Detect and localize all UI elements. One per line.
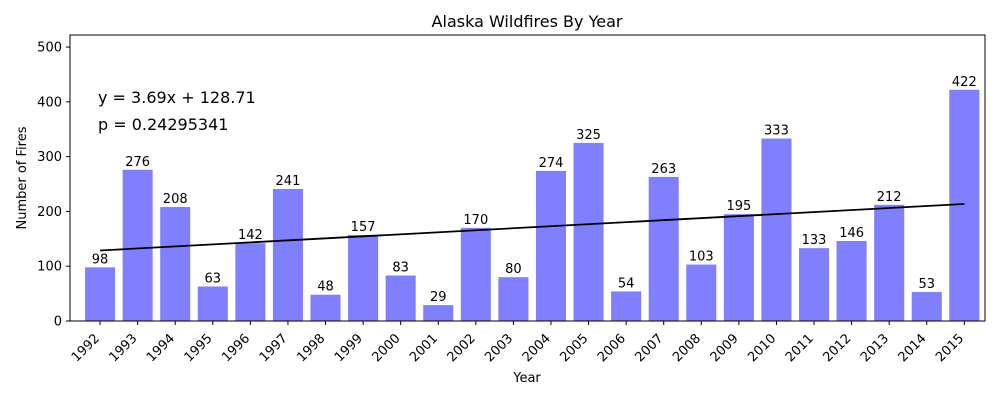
bar-value-label: 422	[952, 75, 977, 90]
x-tick-label: 2003	[482, 331, 516, 365]
bar	[573, 142, 604, 321]
x-tick-label: 2007	[633, 331, 667, 365]
y-tick-label: 0	[54, 315, 62, 330]
x-tick-label: 1994	[144, 331, 178, 365]
bar-value-label: 241	[276, 174, 301, 189]
x-tick-label: 2005	[557, 331, 591, 365]
bar	[235, 243, 266, 321]
bar	[122, 169, 153, 321]
plot-area: 98 1992 276 1993 208 1994 63 1995 142 1996 241 1997…	[37, 34, 986, 365]
bar-value-label: 208	[163, 192, 188, 207]
bar	[723, 214, 754, 321]
equation-annotation: y = 3.69x + 128.71	[98, 88, 256, 107]
bar-value-label: 29	[430, 290, 447, 305]
bar	[348, 234, 379, 321]
x-tick-label: 2014	[896, 331, 930, 365]
bar-value-label: 157	[351, 220, 376, 235]
bar-value-label: 80	[505, 262, 522, 277]
y-tick-label: 300	[37, 150, 62, 165]
x-tick-label: 1993	[106, 331, 140, 365]
bar-value-label: 133	[802, 233, 827, 248]
x-axis-title: Year	[512, 371, 541, 386]
bar	[836, 241, 867, 321]
x-tick-label: 1999	[332, 331, 366, 365]
y-tick-label: 200	[37, 205, 62, 220]
trend-line	[100, 203, 965, 252]
bar-value-label: 333	[764, 124, 789, 139]
bar-value-label: 54	[618, 276, 635, 291]
x-tick-label: 1996	[219, 331, 253, 365]
x-tick-label: 2001	[407, 331, 441, 365]
bar-value-label: 63	[205, 271, 222, 286]
bar	[160, 207, 191, 321]
bar	[460, 227, 491, 321]
bar	[385, 275, 416, 321]
x-tick-label: 2008	[670, 331, 704, 365]
x-tick-label: 2011	[783, 331, 817, 365]
x-tick-label: 1992	[69, 331, 103, 365]
x-tick-label: 2006	[595, 331, 629, 365]
bar-value-label: 325	[576, 128, 601, 143]
bar-value-label: 53	[918, 277, 935, 292]
bar	[272, 188, 303, 321]
x-tick-label: 2002	[445, 331, 479, 365]
bar	[798, 248, 830, 321]
bar	[535, 170, 567, 321]
y-axis-title: Number of Fires	[15, 126, 30, 229]
x-tick-label: 1998	[294, 331, 328, 365]
x-tick-label: 2004	[520, 331, 554, 365]
x-tick-label: 2010	[745, 331, 779, 365]
bar	[911, 291, 942, 321]
x-tick-label: 2013	[858, 331, 892, 365]
bar	[611, 291, 642, 321]
bar-value-label: 142	[238, 228, 263, 243]
p-value-annotation: p = 0.24295341	[98, 115, 228, 134]
x-tick-label: 2009	[708, 331, 742, 365]
bar	[310, 294, 341, 321]
bar-value-label: 146	[839, 226, 864, 241]
y-tick-label: 500	[37, 41, 62, 56]
bar-value-label: 48	[317, 280, 334, 295]
x-tick-label: 2015	[933, 331, 967, 365]
bar-value-label: 195	[726, 199, 751, 214]
bar	[197, 286, 228, 321]
bar-value-label: 83	[392, 261, 409, 276]
x-tick-label: 2000	[369, 331, 403, 365]
bar-value-label: 212	[877, 190, 902, 205]
bar	[648, 176, 679, 321]
bar-value-label: 274	[539, 156, 564, 171]
bar-value-label: 263	[651, 162, 676, 177]
axes-frame	[69, 34, 986, 322]
y-tick-label: 100	[37, 260, 62, 275]
bar	[498, 277, 529, 321]
bar	[686, 264, 717, 321]
bar	[423, 305, 454, 321]
x-tick-label: 2012	[820, 331, 854, 365]
x-tick-label: 1995	[182, 331, 216, 365]
bar	[874, 204, 905, 321]
bar	[85, 267, 116, 321]
x-tick-label: 1997	[257, 331, 291, 365]
bar-value-label: 103	[689, 250, 714, 265]
bar	[761, 138, 792, 321]
y-tick-label: 400	[37, 95, 62, 110]
bar-value-label: 98	[92, 252, 109, 267]
chart-title: Alaska Wildfires By Year	[432, 12, 623, 31]
bar-value-label: 276	[125, 155, 150, 170]
bar-value-label: 170	[463, 213, 488, 228]
